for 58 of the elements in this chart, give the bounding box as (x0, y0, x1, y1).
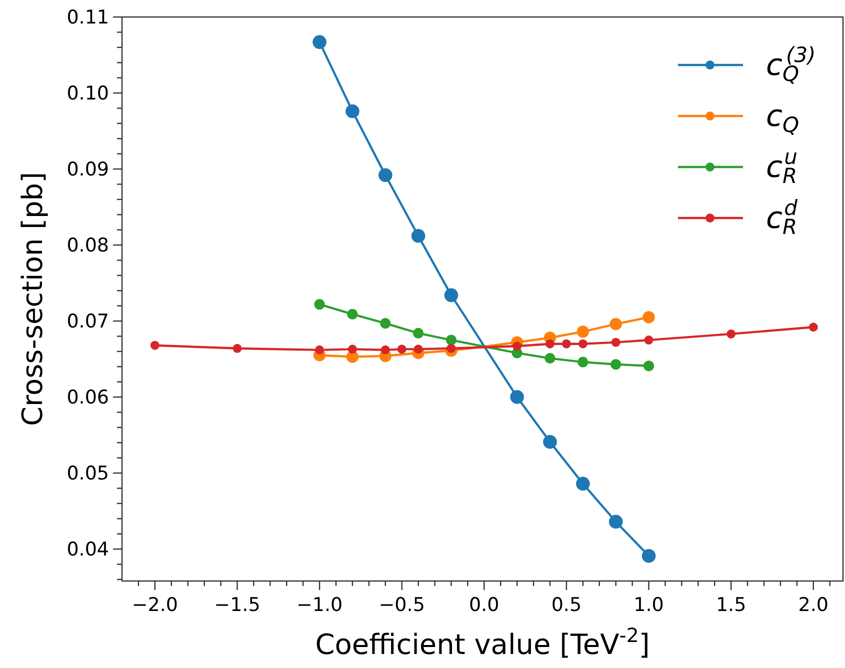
x-tick-label: 0.5 (551, 594, 582, 616)
point (808, 322, 818, 332)
point (414, 344, 423, 354)
point (644, 336, 654, 345)
y-tick-label: 0.06 (66, 386, 109, 409)
point (346, 104, 360, 118)
point (642, 311, 655, 324)
point (444, 288, 458, 302)
point (512, 342, 522, 351)
y-tick-label: 0.09 (66, 158, 109, 181)
point (150, 340, 160, 350)
point (380, 318, 391, 329)
point (610, 359, 622, 370)
x-tick-label: 0.0 (469, 594, 500, 616)
legend-label: c$_{Q}$ (766, 99, 800, 138)
y-tick-label: 0.05 (66, 462, 109, 485)
x-tick-label: 1.0 (634, 594, 664, 616)
point (314, 299, 325, 310)
x-axis-title: Coefficient value [TeV$^{-2}$] (315, 624, 650, 661)
point (576, 476, 590, 491)
point (576, 326, 590, 338)
point (610, 318, 622, 330)
point (397, 344, 406, 354)
point (578, 339, 588, 348)
point (608, 514, 623, 529)
x-tick-label: −2.0 (132, 594, 178, 616)
y-tick-label: 0.08 (66, 234, 109, 257)
point (510, 390, 524, 404)
y-tick-label: 0.11 (66, 6, 109, 29)
point (611, 338, 620, 347)
point (446, 344, 456, 353)
x-tick-label: −1.0 (296, 594, 343, 616)
point (312, 35, 326, 49)
point (544, 352, 556, 364)
point (578, 356, 588, 368)
y-axis-title: Cross-section [pb] (16, 172, 49, 426)
point (543, 435, 557, 449)
point (232, 344, 242, 353)
y-tick-label: 0.04 (66, 538, 109, 561)
point (726, 329, 736, 338)
point (642, 549, 656, 563)
point (446, 334, 457, 346)
y-tick-label: 0.07 (66, 310, 109, 333)
point (413, 328, 424, 339)
point (347, 308, 358, 320)
point (643, 360, 654, 372)
x-tick-label: 1.5 (716, 594, 746, 616)
point (562, 339, 571, 348)
point (348, 344, 357, 354)
point (380, 345, 390, 354)
x-tick-label: −0.5 (378, 594, 425, 616)
x-tick-label: −1.5 (214, 594, 260, 616)
y-tick-label: 0.10 (66, 82, 109, 105)
point (545, 339, 554, 348)
point (411, 229, 426, 243)
point (315, 345, 324, 354)
point (378, 168, 392, 182)
x-tick-label: 2.0 (798, 594, 828, 616)
